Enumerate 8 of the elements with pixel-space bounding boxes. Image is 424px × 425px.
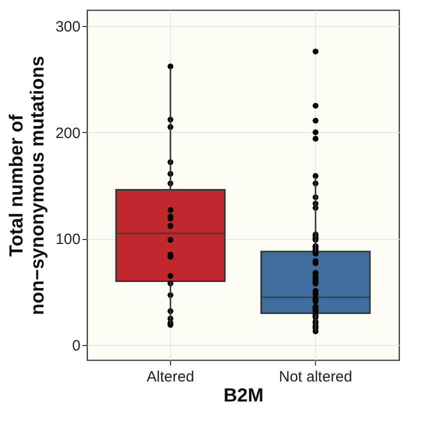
- y-tick-label: 0: [72, 338, 80, 355]
- y-axis-title: Total number of non−synonymous mutations: [6, 56, 48, 316]
- y-tick-label: 300: [55, 18, 80, 36]
- x-axis-title: B2M: [223, 386, 264, 406]
- x-tick-label: Not altered: [278, 368, 352, 386]
- y-tick-label: 100: [55, 231, 80, 248]
- y-tick-label: 200: [55, 124, 80, 142]
- x-tick-label: Altered: [146, 368, 194, 386]
